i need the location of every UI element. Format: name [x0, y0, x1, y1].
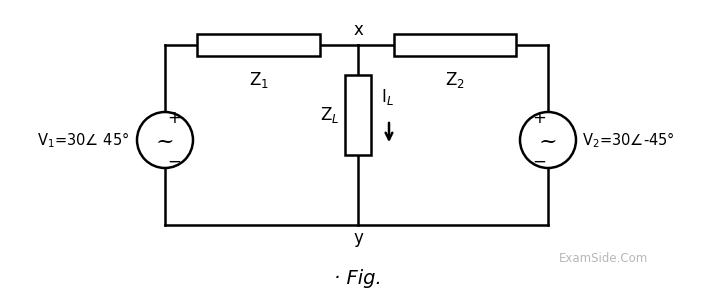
- Text: y: y: [353, 229, 363, 247]
- Text: V$_1$=30∠ 45°: V$_1$=30∠ 45°: [37, 130, 129, 150]
- Text: I$_L$: I$_L$: [381, 87, 394, 107]
- Text: ExamSide.Com: ExamSide.Com: [558, 251, 648, 264]
- Text: x: x: [353, 21, 363, 39]
- Text: ~: ~: [538, 131, 557, 153]
- Text: +: +: [167, 109, 181, 127]
- Text: −: −: [532, 153, 546, 171]
- Text: +: +: [532, 109, 546, 127]
- Text: Z$_1$: Z$_1$: [248, 70, 268, 90]
- Text: · Fig.: · Fig.: [334, 268, 382, 288]
- Text: −: −: [167, 153, 181, 171]
- Text: V$_2$=30∠-45°: V$_2$=30∠-45°: [582, 130, 675, 150]
- Text: Z$_2$: Z$_2$: [445, 70, 465, 90]
- Circle shape: [137, 112, 193, 168]
- Bar: [197, 34, 320, 56]
- Bar: [394, 34, 516, 56]
- Text: Z$_L$: Z$_L$: [319, 105, 339, 125]
- Text: ~: ~: [155, 131, 174, 153]
- Circle shape: [520, 112, 576, 168]
- Bar: [345, 75, 371, 155]
